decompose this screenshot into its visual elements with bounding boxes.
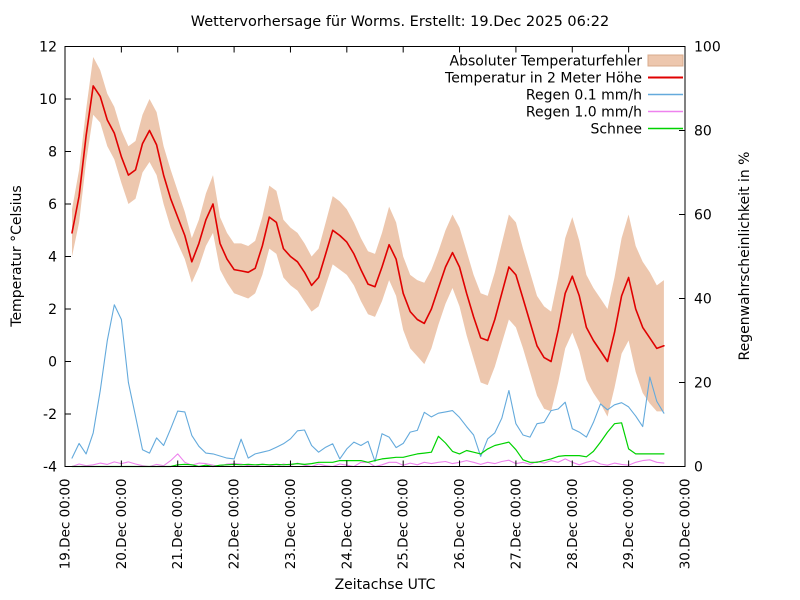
x-tick-label: 25.Dec 00:00 xyxy=(396,479,412,570)
x-tick-label: 29.Dec 00:00 xyxy=(621,479,637,570)
x-tick-label: 22.Dec 00:00 xyxy=(227,479,243,570)
y-left-tick-label: 6 xyxy=(48,197,57,213)
x-axis-title: Zeitachse UTC xyxy=(335,577,436,593)
error-band xyxy=(72,57,664,417)
legend-label: Absoluter Temperaturfehler xyxy=(450,54,643,70)
x-tick-label: 28.Dec 00:00 xyxy=(565,479,581,570)
x-tick-label: 20.Dec 00:00 xyxy=(114,479,130,570)
y-left-tick-label: 10 xyxy=(39,92,57,108)
y-right-tick-label: 100 xyxy=(694,40,721,56)
legend-label: Schnee xyxy=(590,122,642,138)
y-axis-right-title: Regenwahrscheinlichkeit in % xyxy=(737,152,753,361)
chart-title: Wettervorhersage für Worms. Erstellt: 19… xyxy=(190,14,610,30)
temperature-line xyxy=(71,85,665,363)
legend-label: Regen 1.0 mm/h xyxy=(526,105,642,121)
x-tick-label: 26.Dec 00:00 xyxy=(452,478,468,569)
y-right-tick-label: 20 xyxy=(694,376,712,392)
legend-label: Regen 0.1 mm/h xyxy=(526,88,642,104)
x-tick-label: 23.Dec 00:00 xyxy=(283,479,299,570)
y-left-tick-label: 12 xyxy=(39,40,57,56)
legend-band-swatch xyxy=(647,54,684,67)
y-left-tick-label: -2 xyxy=(43,407,57,423)
y-left-tick-label: 0 xyxy=(48,355,57,371)
y-right-tick-label: 40 xyxy=(694,292,712,308)
x-tick-label: 27.Dec 00:00 xyxy=(508,479,524,570)
x-tick-label: 21.Dec 00:00 xyxy=(170,479,186,570)
y-left-tick-label: -4 xyxy=(43,460,57,476)
legend-label: Temperatur in 2 Meter Höhe xyxy=(444,71,642,87)
y-right-tick-label: 80 xyxy=(694,124,712,140)
y-right-tick-label: 60 xyxy=(694,208,712,224)
rain-01-line xyxy=(71,304,665,463)
snow-line xyxy=(71,422,665,468)
x-tick-label: 24.Dec 00:00 xyxy=(339,479,355,570)
x-tick-label: 19.Dec 00:00 xyxy=(58,479,74,570)
y-left-tick-label: 2 xyxy=(48,302,57,318)
x-tick-label: 30.Dec 00:00 xyxy=(678,479,694,570)
y-left-tick-label: 8 xyxy=(48,145,57,161)
y-left-tick-label: 4 xyxy=(48,250,57,266)
y-right-tick-label: 0 xyxy=(694,460,703,476)
y-axis-left-title: Temperatur °Celsius xyxy=(9,185,25,327)
